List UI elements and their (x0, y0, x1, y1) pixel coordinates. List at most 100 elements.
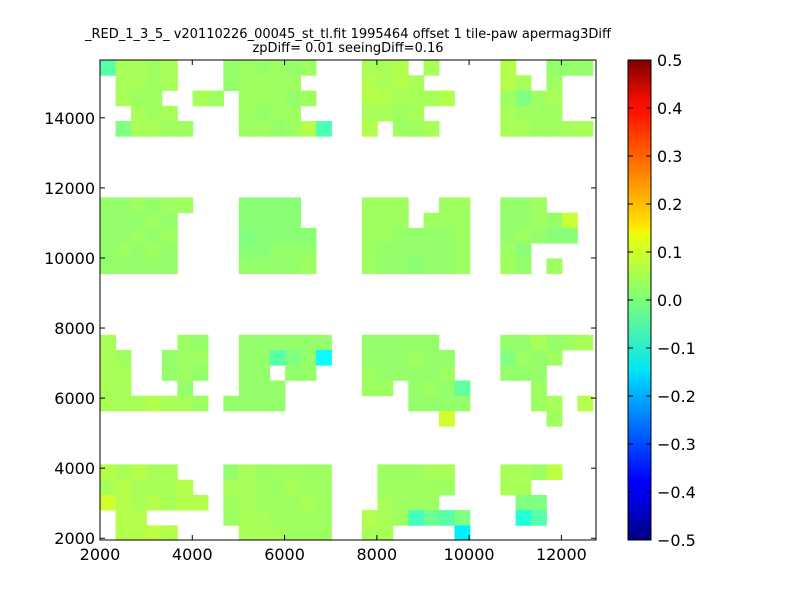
heatmap-cell (161, 243, 178, 259)
heatmap-cell (361, 60, 378, 76)
heatmap-cell (316, 334, 332, 351)
heatmap-cell (377, 90, 394, 107)
heatmap-cell (454, 197, 471, 214)
heatmap-cell (223, 395, 240, 412)
heatmap-cell (454, 243, 471, 259)
heatmap-cell (392, 334, 409, 351)
heatmap-cell (423, 494, 440, 511)
heatmap-cell (269, 105, 286, 122)
heatmap-cell (500, 464, 517, 481)
heatmap-cell (254, 464, 271, 481)
heatmap-cell (161, 350, 178, 366)
heatmap-cell (531, 334, 547, 351)
heatmap-cell (254, 395, 271, 412)
heatmap-cell (392, 197, 409, 214)
heatmap-cell (100, 365, 116, 381)
heatmap-cell (146, 525, 163, 541)
heatmap-cell (146, 464, 163, 481)
heatmap-cell (100, 243, 116, 259)
heatmap-cell (515, 90, 532, 107)
heatmap-cell (146, 227, 163, 244)
heatmap-cell (269, 510, 286, 526)
heatmap-cell (423, 479, 440, 496)
heatmap-cell (100, 212, 116, 229)
heatmap-cell (177, 365, 194, 381)
heatmap-cell (500, 350, 517, 366)
heatmap-cell (161, 479, 178, 496)
heatmap-cell (531, 510, 547, 526)
heatmap-cell (546, 258, 563, 275)
heatmap-cell (377, 60, 394, 76)
heatmap-cell (577, 121, 594, 137)
heatmap-cell (531, 121, 547, 137)
heatmap-cell (546, 75, 563, 91)
heatmap-cell (161, 105, 178, 122)
heatmap-cell (238, 395, 255, 412)
heatmap-cell (115, 212, 132, 229)
heatmap-cell (300, 60, 317, 76)
heatmap-cell (500, 243, 517, 259)
heatmap-cell (223, 494, 240, 511)
heatmap-cell (439, 410, 455, 427)
heatmap-cell (531, 90, 547, 107)
heatmap-cell (561, 60, 578, 76)
heatmap-cell (238, 350, 255, 366)
y-tick-label: 14000 (44, 109, 95, 128)
heatmap-cell (238, 227, 255, 244)
heatmap-cell (285, 350, 301, 366)
heatmap-cell (515, 464, 532, 481)
heatmap-cell (131, 525, 147, 541)
heatmap-cell (238, 525, 255, 541)
heatmap-cell (269, 227, 286, 244)
heatmap-cell (192, 350, 209, 366)
heatmap-cell (146, 121, 163, 137)
heatmap-cell (392, 479, 409, 496)
heatmap-cell (161, 494, 178, 511)
x-tick-label: 12000 (536, 545, 587, 564)
y-tick-label: 2000 (54, 529, 95, 548)
heatmap-cell (515, 510, 532, 526)
heatmap-cell (392, 227, 409, 244)
heatmap-cell (254, 380, 271, 397)
heatmap-cell (531, 212, 547, 229)
heatmap-cell (100, 464, 116, 481)
heatmap-cell (454, 380, 471, 397)
heatmap-cell (377, 365, 394, 381)
heatmap-cell (515, 258, 532, 275)
heatmap-cell (439, 90, 455, 107)
heatmap-cell (439, 197, 455, 214)
heatmap-cell (131, 479, 147, 496)
heatmap-cell (408, 350, 425, 366)
colorbar-tick-label: 0.5 (657, 51, 682, 70)
heatmap-cell (423, 380, 440, 397)
heatmap-cell (146, 60, 163, 76)
heatmap-cell (500, 197, 517, 214)
heatmap-cell (100, 380, 116, 397)
heatmap-cell (254, 60, 271, 76)
heatmap-cell (238, 464, 255, 481)
heatmap-cell (146, 243, 163, 259)
heatmap-cell (238, 334, 255, 351)
heatmap-cell (238, 197, 255, 214)
heatmap-cell (423, 212, 440, 229)
heatmap-cell (131, 90, 147, 107)
heatmap-cell (361, 212, 378, 229)
heatmap-cell (531, 197, 547, 214)
heatmap-cell (177, 197, 194, 214)
heatmap-cell (131, 510, 147, 526)
heatmap-cell (254, 243, 271, 259)
heatmap-cell (423, 243, 440, 259)
heatmap-cell (223, 464, 240, 481)
heatmap-cell (531, 227, 547, 244)
heatmap-cell (392, 75, 409, 91)
heatmap-cell (316, 121, 332, 137)
heatmap-cell (531, 365, 547, 381)
heatmap-cell (161, 75, 178, 91)
heatmap-cell (115, 60, 132, 76)
heatmap-cell (577, 334, 594, 351)
heatmap-cell (439, 464, 455, 481)
heatmap-cell (300, 334, 317, 351)
heatmap-cell (285, 90, 301, 107)
heatmap-cell (146, 75, 163, 91)
heatmap-cell (546, 334, 563, 351)
